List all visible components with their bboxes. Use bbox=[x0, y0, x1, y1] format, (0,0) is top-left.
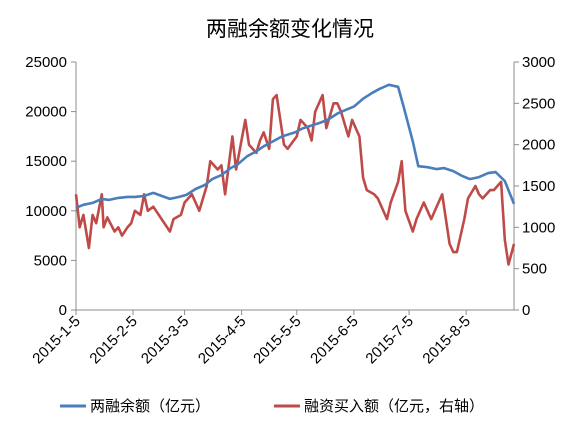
left-axis-ticks: 0 5000 10000 15000 20000 25000 bbox=[25, 54, 76, 319]
left-tick-label: 10000 bbox=[25, 203, 67, 220]
right-tick-label: 1000 bbox=[522, 219, 555, 236]
right-axis-ticks: 0 500 1000 1500 2000 2500 3000 bbox=[514, 54, 555, 319]
right-tick-label: 500 bbox=[522, 261, 547, 278]
left-tick-label: 15000 bbox=[25, 153, 67, 170]
x-tick-label: 2015-8-5 bbox=[419, 313, 473, 367]
left-tick-label: 20000 bbox=[25, 104, 67, 121]
left-tick-label: 25000 bbox=[25, 54, 67, 71]
series-line-margin-purchase bbox=[74, 93, 516, 266]
chart-title: 两融余额变化情况 bbox=[206, 17, 374, 41]
x-tick-label: 2015-6-5 bbox=[307, 313, 361, 367]
left-tick-label: 5000 bbox=[34, 252, 67, 269]
x-tick-label: 2015-4-5 bbox=[195, 313, 249, 367]
legend: 两融余额（亿元） 融资买入额（亿元，右轴） bbox=[60, 397, 484, 415]
right-tick-label: 3000 bbox=[522, 54, 555, 71]
right-tick-label: 0 bbox=[522, 302, 530, 319]
plot-area bbox=[75, 62, 515, 311]
right-tick-label: 1500 bbox=[522, 178, 555, 195]
legend-label-margin-purchase: 融资买入额（亿元，右轴） bbox=[304, 397, 484, 415]
x-tick-label: 2015-7-5 bbox=[362, 313, 416, 367]
x-tick-label: 2015-1-5 bbox=[29, 313, 83, 367]
x-tick-label: 2015-2-5 bbox=[86, 313, 140, 367]
x-tick-label: 2015-5-5 bbox=[250, 313, 304, 367]
series-line-margin-balance bbox=[75, 83, 516, 210]
right-tick-label: 2000 bbox=[522, 137, 555, 154]
legend-label-margin-balance: 两融余额（亿元） bbox=[90, 397, 210, 415]
x-tick-label: 2015-3-5 bbox=[138, 313, 192, 367]
right-tick-label: 2500 bbox=[522, 95, 555, 112]
left-tick-label: 0 bbox=[59, 302, 67, 319]
